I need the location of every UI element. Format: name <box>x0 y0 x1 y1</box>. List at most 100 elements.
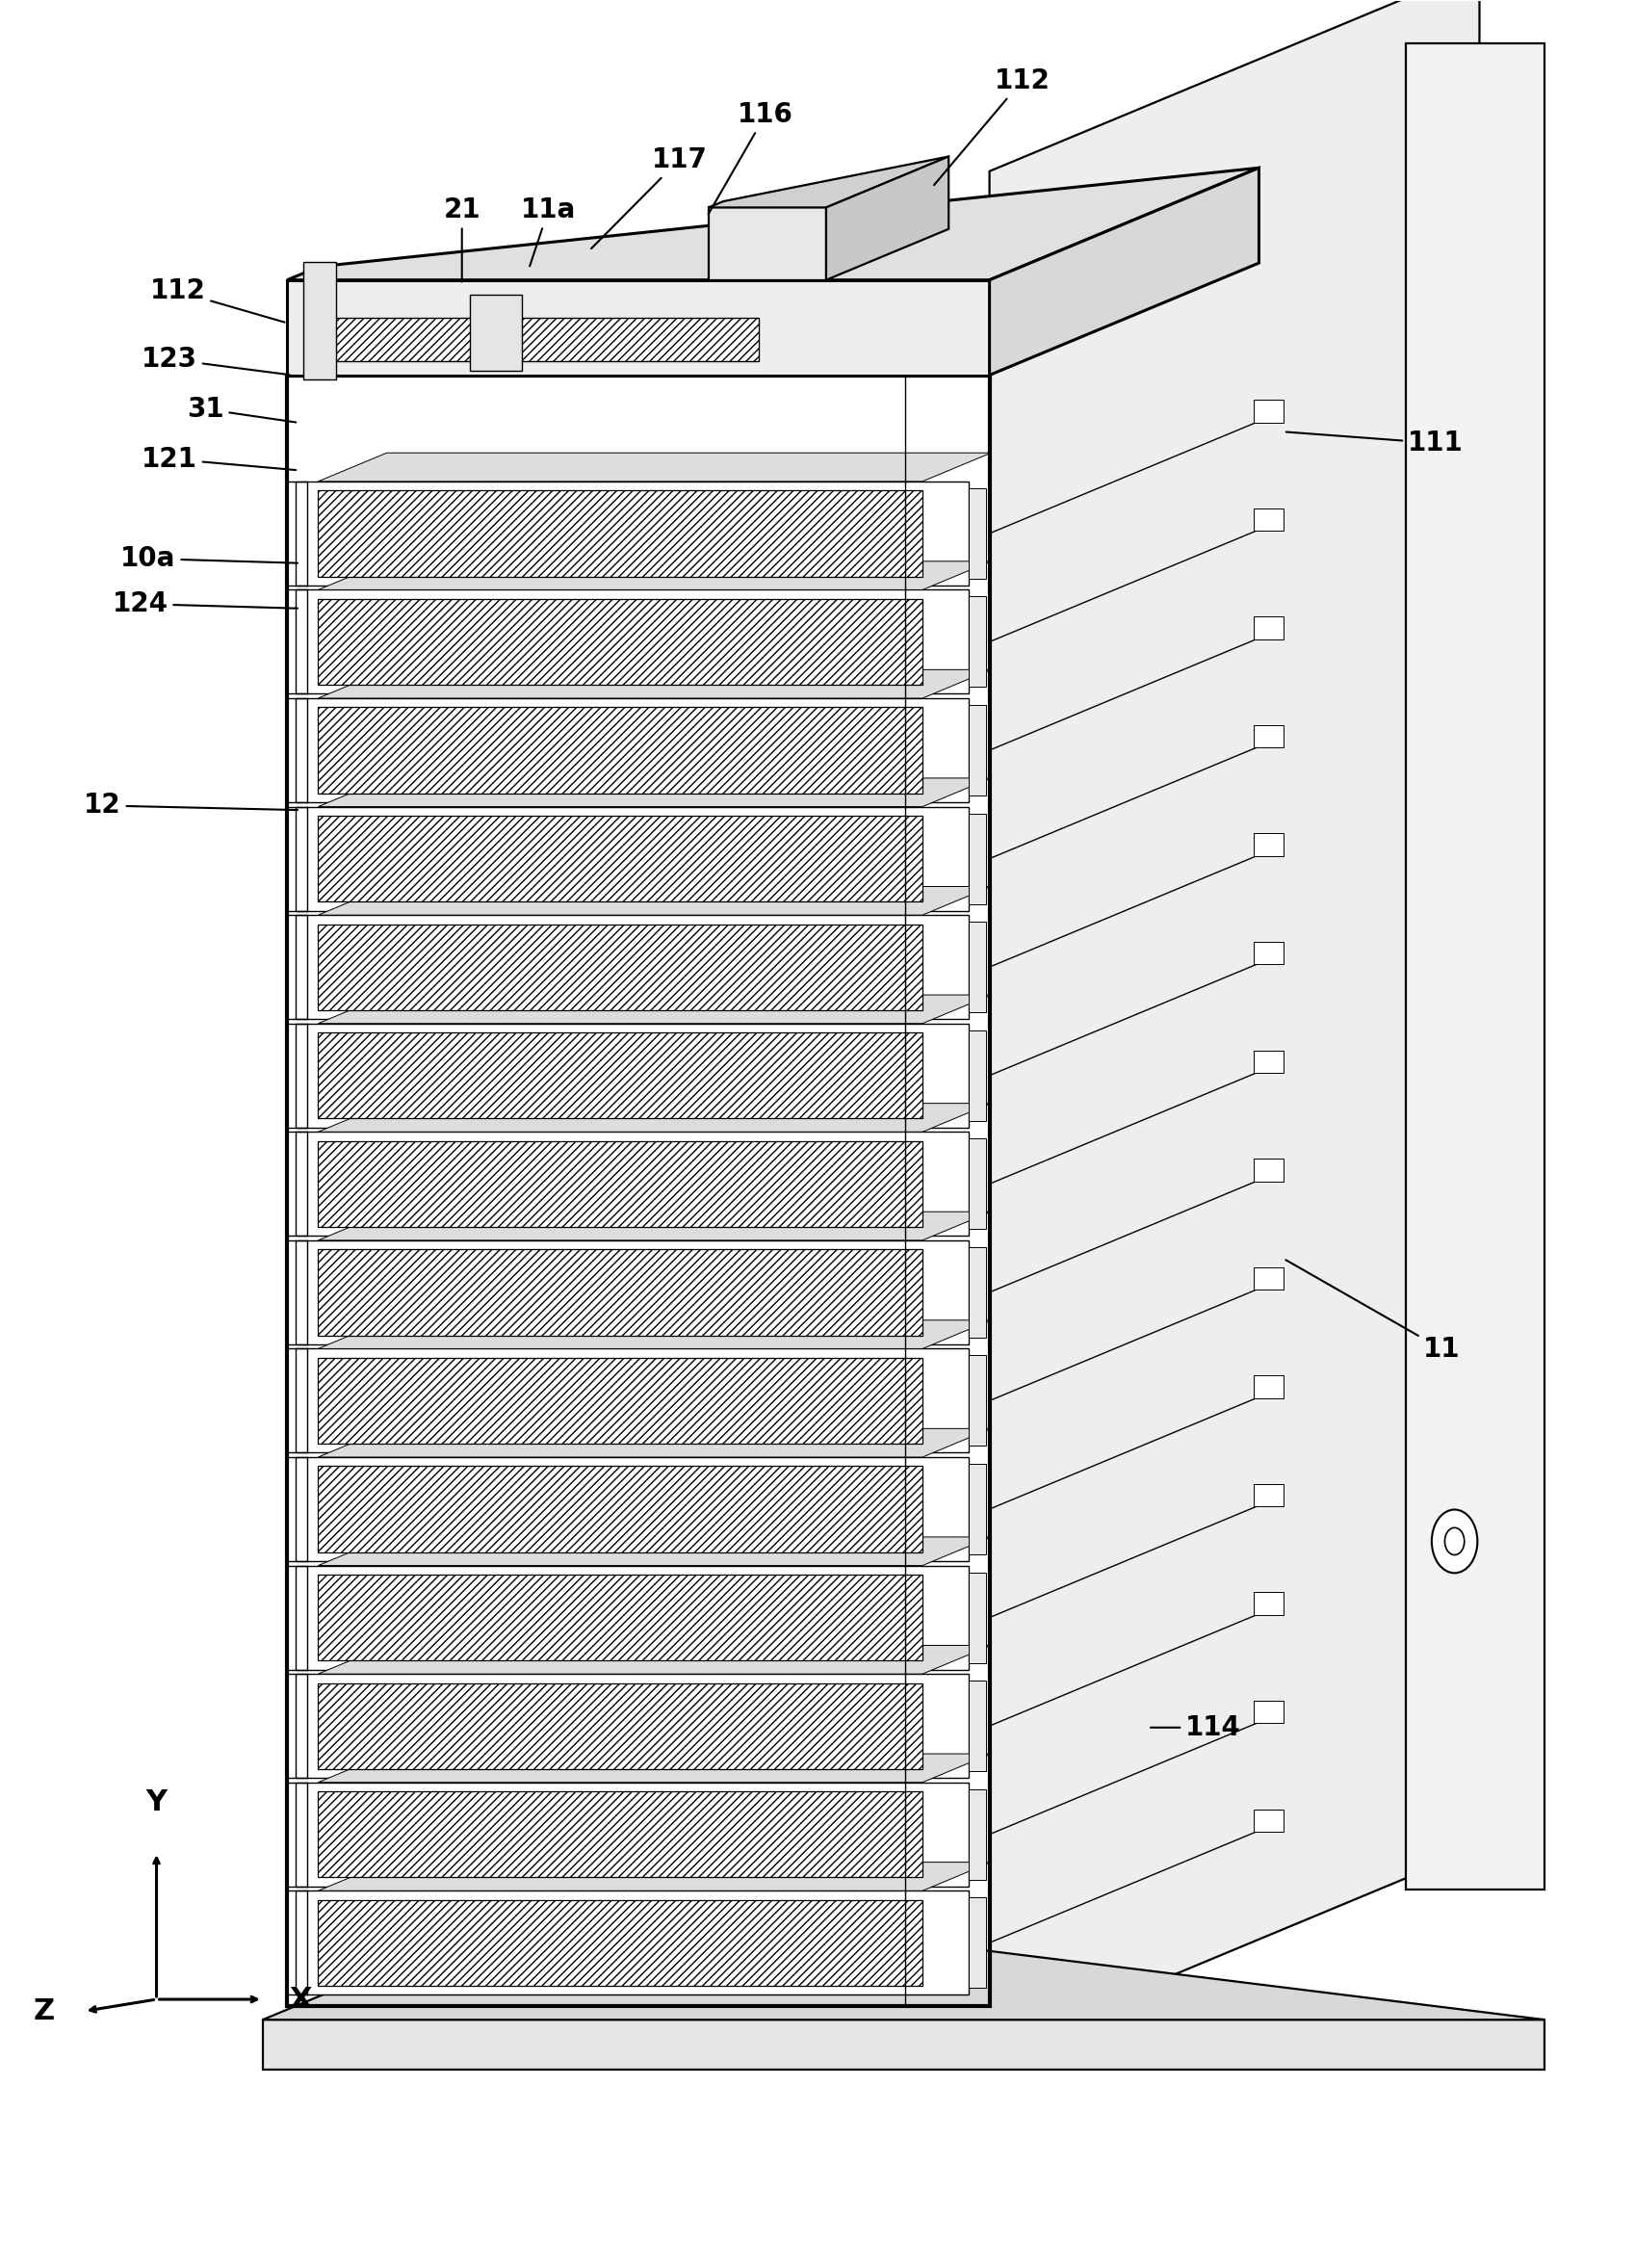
Polygon shape <box>319 1753 991 1783</box>
Text: 117: 117 <box>590 147 706 249</box>
Polygon shape <box>1254 1050 1283 1073</box>
Polygon shape <box>319 1644 991 1674</box>
Polygon shape <box>296 1349 968 1454</box>
Text: 10a: 10a <box>121 544 298 572</box>
Polygon shape <box>1254 617 1283 640</box>
Polygon shape <box>968 1898 986 1989</box>
Polygon shape <box>968 705 986 796</box>
Polygon shape <box>1404 43 1543 1889</box>
Circle shape <box>1431 1510 1476 1574</box>
Polygon shape <box>319 708 922 794</box>
Polygon shape <box>319 1320 991 1349</box>
Polygon shape <box>319 778 991 807</box>
Polygon shape <box>968 1247 986 1338</box>
Polygon shape <box>296 1241 968 1345</box>
Polygon shape <box>319 560 991 590</box>
Polygon shape <box>319 1429 991 1456</box>
Text: 11: 11 <box>1285 1261 1460 1363</box>
Polygon shape <box>319 1683 922 1769</box>
Polygon shape <box>296 699 968 803</box>
Polygon shape <box>319 599 922 685</box>
Polygon shape <box>968 1463 986 1554</box>
Polygon shape <box>319 1901 922 1987</box>
Text: 116: 116 <box>708 102 793 213</box>
Polygon shape <box>989 168 1259 374</box>
Polygon shape <box>319 1211 991 1241</box>
Polygon shape <box>1254 1701 1283 1724</box>
Polygon shape <box>319 923 922 1009</box>
Polygon shape <box>319 887 991 914</box>
Polygon shape <box>968 1356 986 1447</box>
Text: X: X <box>289 1984 311 2014</box>
Text: 11a: 11a <box>520 197 576 265</box>
Polygon shape <box>319 1792 922 1878</box>
Polygon shape <box>319 1102 991 1132</box>
Polygon shape <box>968 1789 986 1880</box>
Polygon shape <box>319 1032 922 1118</box>
Text: 112: 112 <box>150 277 284 322</box>
Polygon shape <box>296 1674 968 1778</box>
Polygon shape <box>263 2021 1543 2071</box>
Polygon shape <box>1254 832 1283 855</box>
Polygon shape <box>1254 508 1283 531</box>
Polygon shape <box>288 279 989 374</box>
Polygon shape <box>296 1456 968 1560</box>
Polygon shape <box>319 669 991 699</box>
Polygon shape <box>968 596 986 687</box>
Polygon shape <box>968 921 986 1012</box>
Polygon shape <box>296 481 968 585</box>
Polygon shape <box>296 590 968 694</box>
Polygon shape <box>263 1898 1543 2021</box>
Polygon shape <box>968 1572 986 1662</box>
Polygon shape <box>968 1030 986 1120</box>
Circle shape <box>1444 1529 1463 1556</box>
Polygon shape <box>708 156 948 206</box>
Polygon shape <box>304 261 335 379</box>
Text: 123: 123 <box>142 345 289 374</box>
Text: 21: 21 <box>443 197 481 281</box>
Polygon shape <box>296 1565 968 1669</box>
Text: 121: 121 <box>142 445 296 472</box>
Polygon shape <box>296 914 968 1018</box>
Polygon shape <box>319 996 991 1023</box>
Polygon shape <box>296 1023 968 1127</box>
Polygon shape <box>826 156 948 279</box>
Polygon shape <box>1254 941 1283 964</box>
Polygon shape <box>1254 1268 1283 1290</box>
Polygon shape <box>319 490 922 576</box>
Polygon shape <box>319 816 922 903</box>
Polygon shape <box>296 1783 968 1887</box>
Polygon shape <box>1254 1810 1283 1833</box>
Polygon shape <box>319 1141 922 1227</box>
Polygon shape <box>296 807 968 912</box>
Polygon shape <box>288 168 1259 279</box>
Polygon shape <box>968 1139 986 1229</box>
Text: 112: 112 <box>934 68 1050 186</box>
Polygon shape <box>1254 399 1283 422</box>
Polygon shape <box>1254 726 1283 748</box>
Polygon shape <box>1254 1592 1283 1615</box>
Polygon shape <box>319 1465 922 1551</box>
Text: Z: Z <box>34 1998 56 2025</box>
Polygon shape <box>968 814 986 905</box>
Polygon shape <box>322 318 759 361</box>
Text: Y: Y <box>146 1787 167 1817</box>
Polygon shape <box>319 1250 922 1336</box>
Polygon shape <box>319 1574 922 1660</box>
Polygon shape <box>708 206 826 279</box>
Polygon shape <box>989 0 1478 2053</box>
Text: 31: 31 <box>186 395 296 422</box>
Polygon shape <box>319 1359 922 1445</box>
Polygon shape <box>1254 1374 1283 1397</box>
Polygon shape <box>968 488 986 578</box>
Polygon shape <box>1254 1483 1283 1506</box>
Polygon shape <box>469 295 522 370</box>
Polygon shape <box>296 1892 968 1996</box>
Polygon shape <box>296 1132 968 1236</box>
Polygon shape <box>968 1681 986 1771</box>
Polygon shape <box>1254 1159 1283 1182</box>
Text: 12: 12 <box>83 792 298 819</box>
Polygon shape <box>319 454 991 481</box>
Text: 111: 111 <box>1285 429 1462 456</box>
Text: 114: 114 <box>1149 1715 1241 1742</box>
